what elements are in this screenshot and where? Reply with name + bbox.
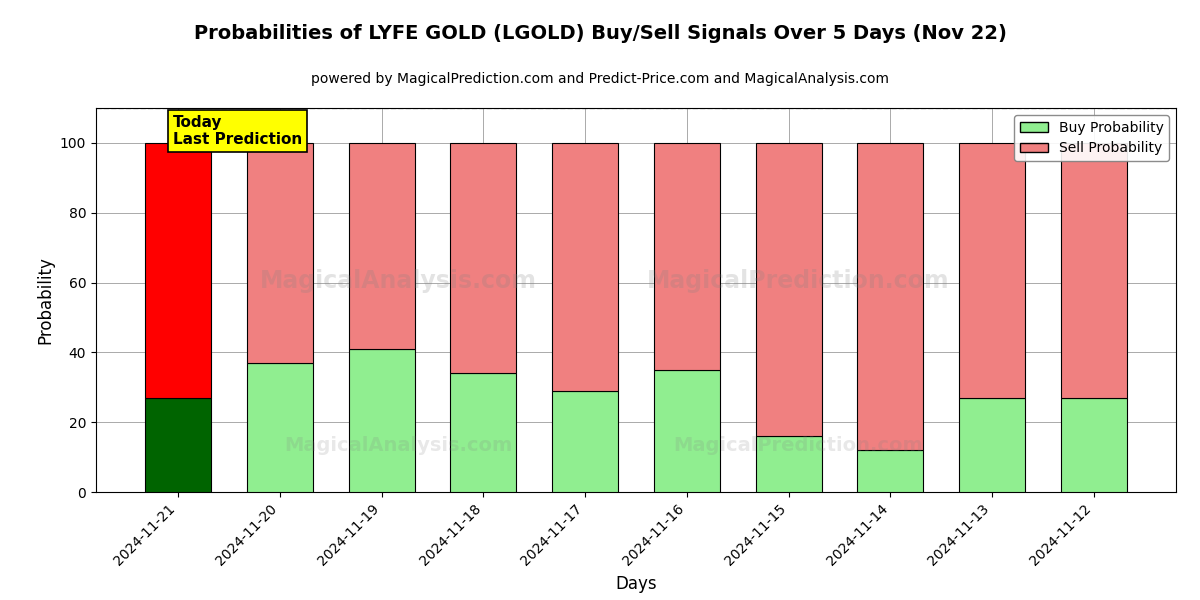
Bar [145, 143, 211, 398]
Bar [756, 143, 822, 436]
Bar [756, 436, 822, 492]
Bar [959, 143, 1025, 398]
Bar [348, 349, 415, 492]
Bar [145, 398, 211, 492]
X-axis label: Days: Days [616, 575, 656, 593]
Bar [450, 143, 516, 373]
Bar [450, 373, 516, 492]
Text: Probabilities of LYFE GOLD (LGOLD) Buy/Sell Signals Over 5 Days (Nov 22): Probabilities of LYFE GOLD (LGOLD) Buy/S… [193, 24, 1007, 43]
Text: Today
Last Prediction: Today Last Prediction [173, 115, 302, 148]
Bar [1061, 143, 1127, 398]
Text: MagicalPrediction.com: MagicalPrediction.com [673, 436, 923, 455]
Bar [654, 370, 720, 492]
Y-axis label: Probability: Probability [36, 256, 54, 344]
Text: MagicalPrediction.com: MagicalPrediction.com [647, 269, 949, 293]
Bar [959, 398, 1025, 492]
Bar [1061, 398, 1127, 492]
Legend: Buy Probability, Sell Probability: Buy Probability, Sell Probability [1014, 115, 1169, 161]
Bar [857, 143, 924, 450]
Text: powered by MagicalPrediction.com and Predict-Price.com and MagicalAnalysis.com: powered by MagicalPrediction.com and Pre… [311, 72, 889, 86]
Bar [247, 363, 313, 492]
Bar [552, 143, 618, 391]
Bar [247, 143, 313, 363]
Bar [552, 391, 618, 492]
Text: MagicalAnalysis.com: MagicalAnalysis.com [284, 436, 512, 455]
Bar [857, 450, 924, 492]
Bar [348, 143, 415, 349]
Bar [654, 143, 720, 370]
Text: MagicalAnalysis.com: MagicalAnalysis.com [260, 269, 536, 293]
